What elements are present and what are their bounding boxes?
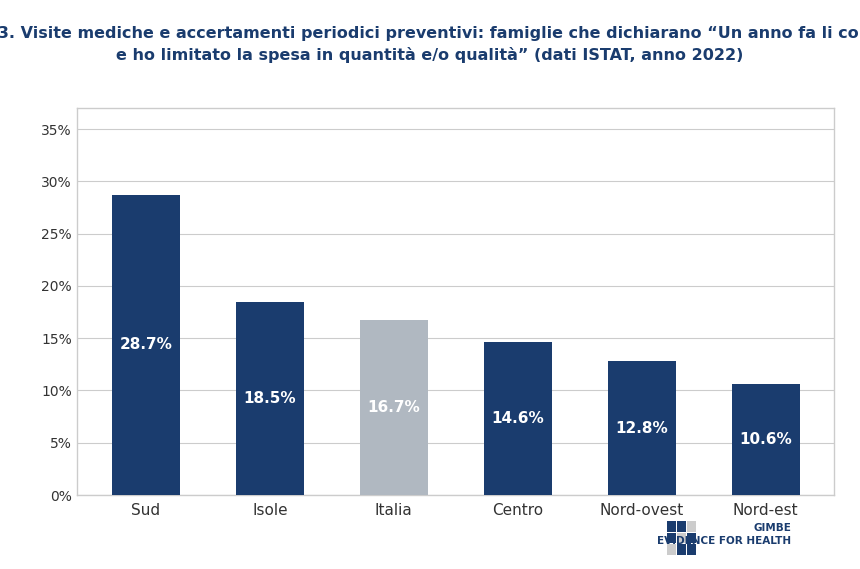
Text: Figura 3. Visite mediche e accertamenti periodici preventivi: famiglie che dichi: Figura 3. Visite mediche e accertamenti … [0,26,860,63]
Bar [677,521,686,532]
Bar [359,320,428,495]
Bar [483,343,552,495]
Bar [608,361,676,495]
Bar [677,544,686,555]
Text: 18.5%: 18.5% [243,391,296,406]
Bar [666,533,676,543]
Bar [686,544,696,555]
Bar [686,533,696,543]
Bar [666,544,676,555]
Text: 10.6%: 10.6% [740,432,792,447]
Bar [677,533,686,543]
Text: 28.7%: 28.7% [120,337,172,352]
Text: 16.7%: 16.7% [367,400,421,415]
Bar [686,521,696,532]
Text: 14.6%: 14.6% [491,411,544,426]
Bar [732,384,800,495]
Bar [112,195,180,495]
Text: GIMBE
EVIDENCE FOR HEALTH: GIMBE EVIDENCE FOR HEALTH [657,523,791,546]
Text: 12.8%: 12.8% [616,420,668,436]
Bar [666,521,676,532]
Bar [236,302,304,495]
